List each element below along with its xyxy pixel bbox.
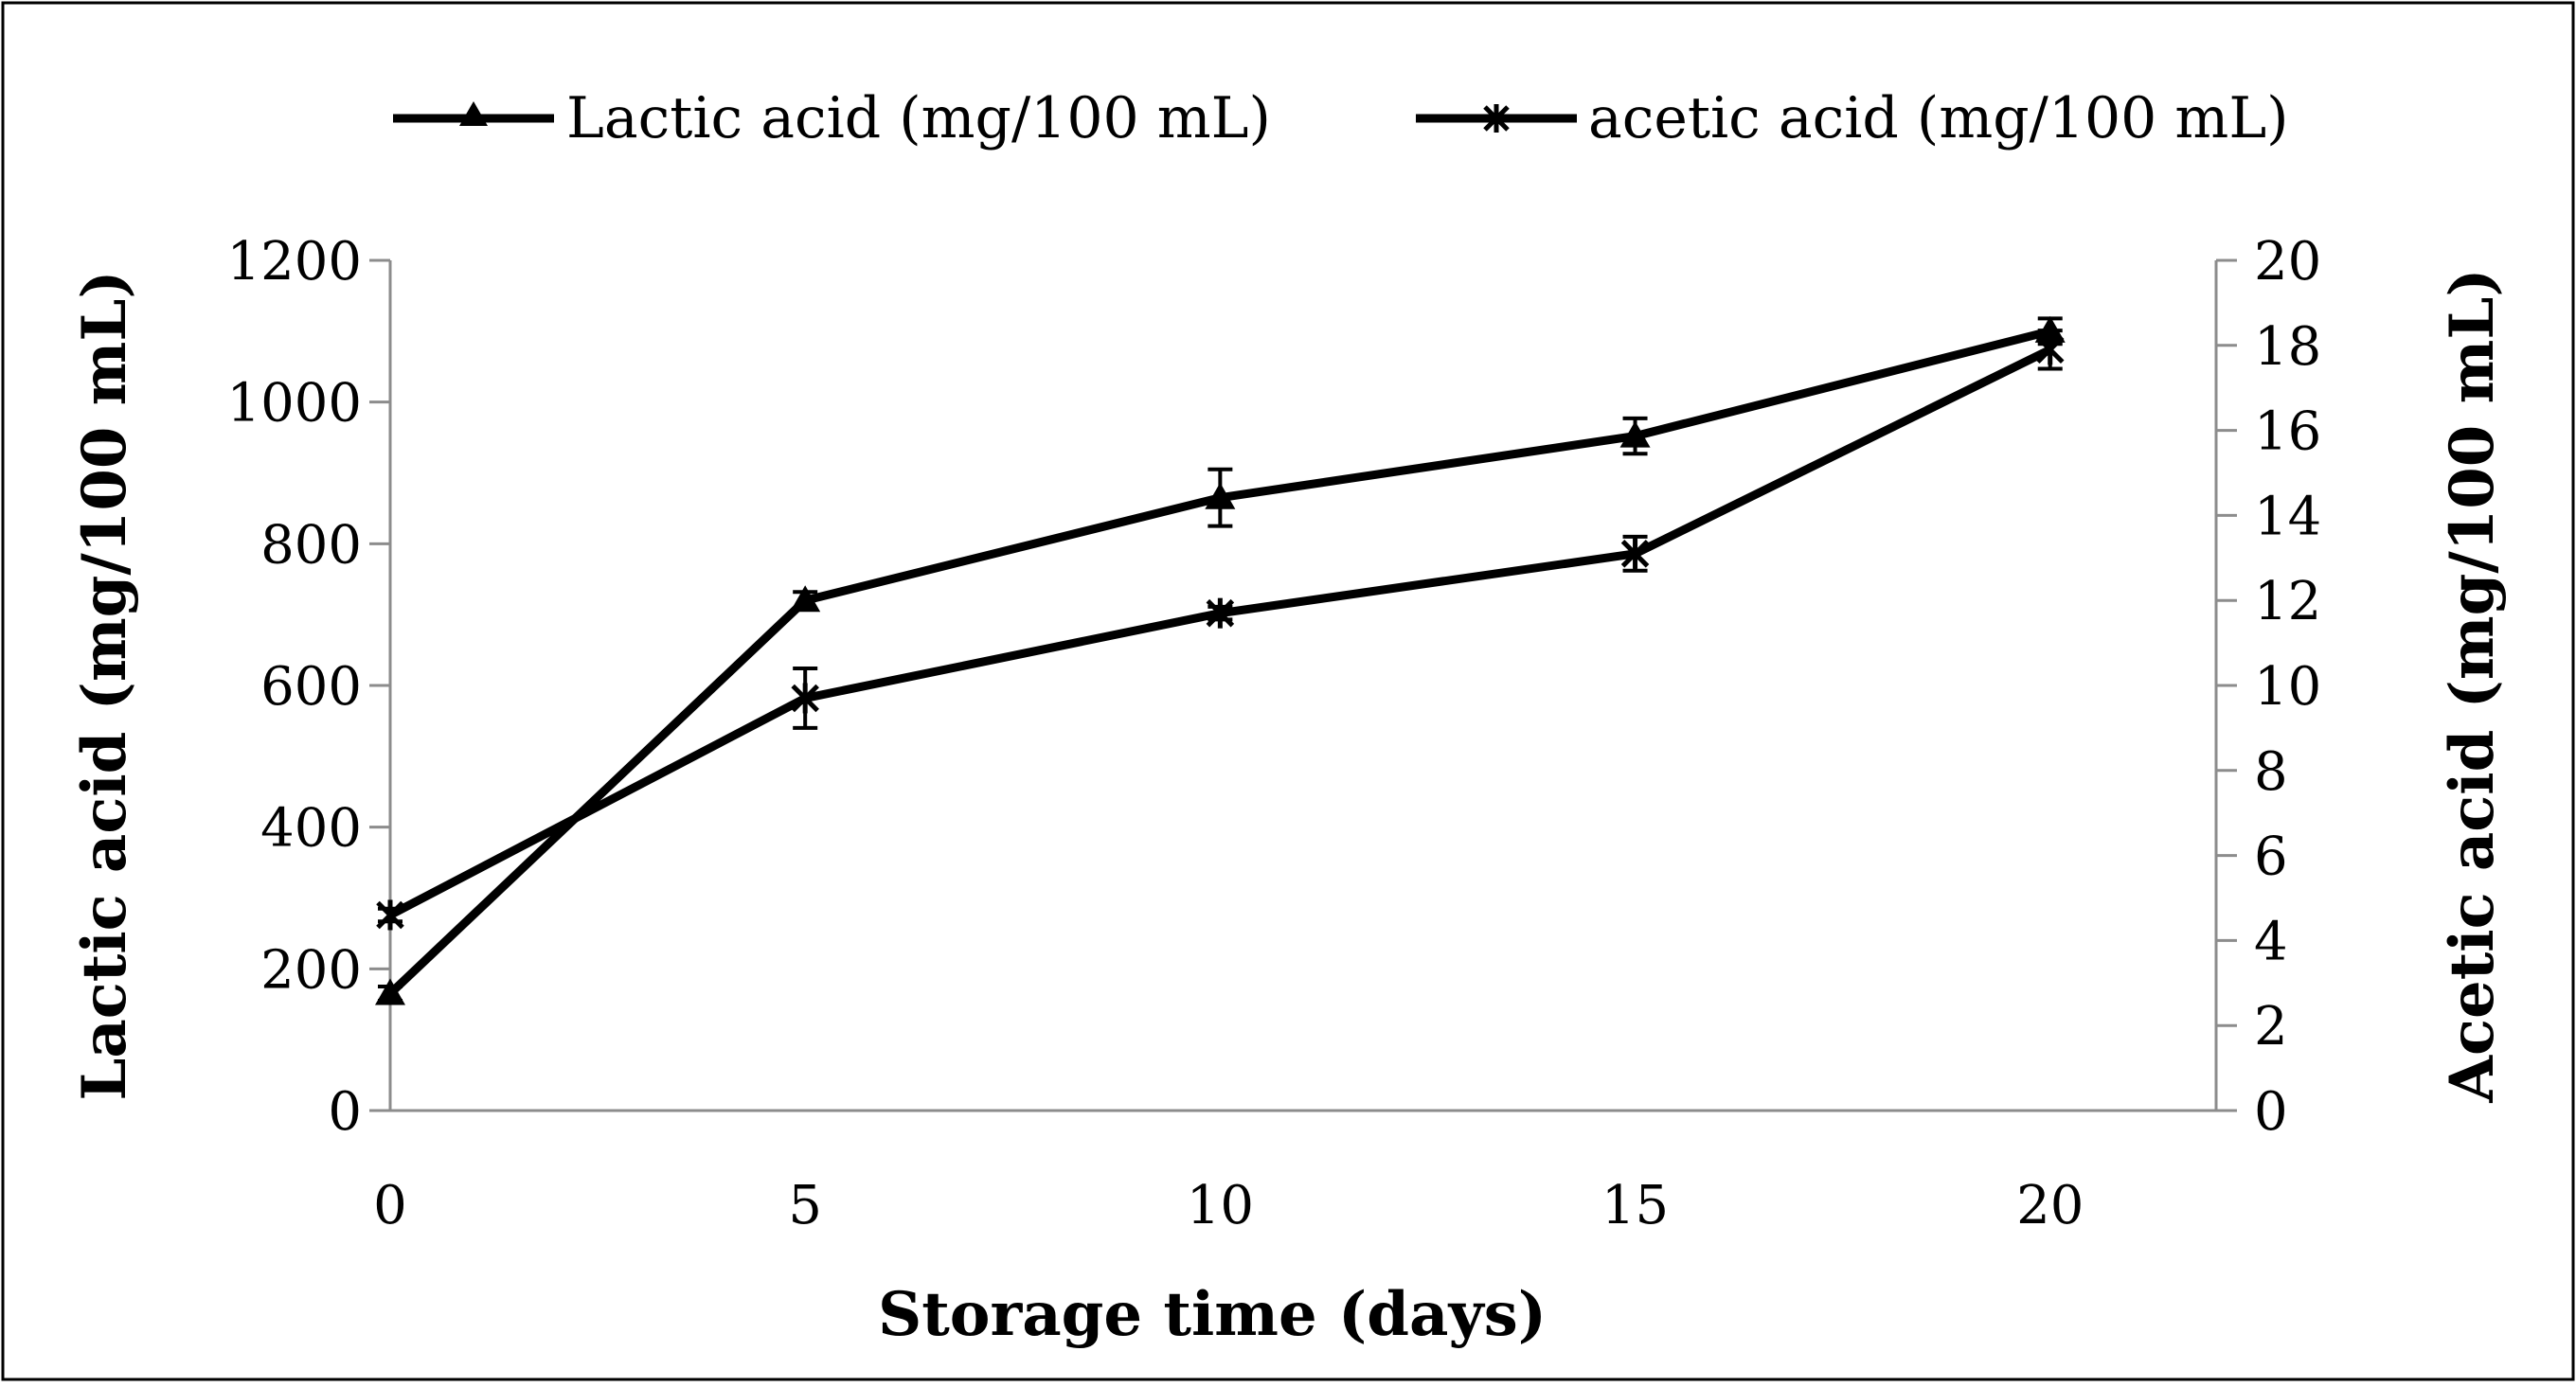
data-point: [1205, 482, 1236, 509]
x-ticks: 0 5 10 15 20: [373, 1175, 2084, 1236]
data-point: [1619, 420, 1651, 448]
x-tick-label: 0: [373, 1175, 407, 1236]
y-tick-label-right: 10: [2254, 656, 2321, 718]
y-tick-label-right: 6: [2254, 827, 2288, 888]
x-tick-label: 5: [788, 1175, 822, 1236]
x-tick-label: 20: [2016, 1175, 2084, 1236]
y-tick-label-right: 14: [2254, 486, 2321, 547]
y-tick-label-left: 800: [260, 514, 362, 576]
y-tick-label-left: 600: [260, 656, 362, 718]
data-point: [376, 899, 404, 931]
y-tick-label-right: 12: [2254, 571, 2321, 632]
y-tick-label-left: 400: [260, 798, 362, 860]
y-tick-label-left: 1000: [226, 373, 362, 435]
y-tick-label-right: 18: [2254, 316, 2321, 378]
data-point: [2035, 334, 2065, 365]
legend: Lactic acid (mg/100 mL) acetic acid (mg/…: [393, 85, 2289, 151]
y-tick-label-left: 1200: [226, 231, 362, 293]
data-point: [790, 585, 821, 613]
y-tick-label-right: 0: [2254, 1081, 2288, 1143]
y-ticks-right: 0 2 4 6 8 10 12 14 16 18 20: [2216, 231, 2321, 1143]
y-tick-label-right: 8: [2254, 741, 2288, 803]
x-tick-label: 10: [1187, 1175, 1254, 1236]
data-point: [375, 978, 405, 1005]
y-tick-label-right: 20: [2254, 231, 2321, 293]
x-axis-title: Storage time (days): [878, 1279, 1547, 1350]
legend-label-acetic: acetic acid (mg/100 mL): [1588, 85, 2289, 151]
legend-item-acetic: acetic acid (mg/100 mL): [1416, 85, 2289, 151]
x-tick-label: 15: [1601, 1175, 1669, 1236]
y-tick-label-left: 200: [260, 939, 362, 1001]
asterisk-marker-icon: [1483, 104, 1510, 133]
data-point: [791, 683, 819, 714]
y-tick-label-right: 16: [2254, 401, 2321, 463]
data-point: [1620, 538, 1650, 569]
data-point: [1206, 597, 1235, 629]
legend-item-lactic: Lactic acid (mg/100 mL): [393, 85, 1271, 151]
y-axis-title-left: Lactic acid (mg/100 mL): [69, 270, 140, 1100]
series-acetic: [376, 329, 2065, 931]
y-axis-title-right: Acetic acid (mg/100 mL): [2437, 268, 2508, 1103]
y-tick-label-left: 0: [328, 1081, 362, 1143]
triangle-marker-icon: [459, 101, 488, 126]
legend-label-lactic: Lactic acid (mg/100 mL): [566, 85, 1271, 151]
series-layer: [375, 315, 2066, 1005]
y-tick-label-right: 2: [2254, 996, 2288, 1058]
y-ticks-left: 0 200 400 600 800 1000 1200: [226, 231, 390, 1143]
y-tick-label-right: 4: [2254, 911, 2288, 972]
